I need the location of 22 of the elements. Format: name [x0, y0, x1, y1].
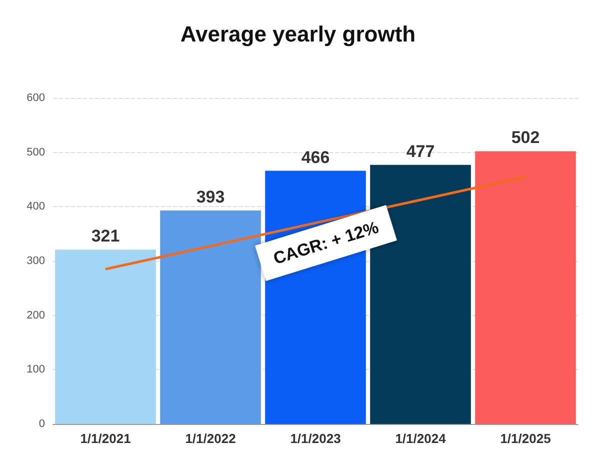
- y-tick-label: 0: [38, 418, 45, 430]
- y-tick-label: 400: [26, 200, 45, 213]
- x-tick-label: 1/1/2023: [290, 431, 341, 446]
- data-label: 393: [196, 187, 225, 206]
- annotation: CAGR: + 12%: [271, 218, 381, 268]
- bar: [475, 151, 576, 424]
- x-tick-label: 1/1/2021: [80, 431, 131, 446]
- y-tick-label: 300: [26, 255, 45, 267]
- data-label: 466: [301, 148, 330, 167]
- x-tick-label: 1/1/2024: [395, 431, 447, 446]
- chart-title: Average yearly growth: [180, 22, 416, 46]
- x-tick-label: 1/1/2025: [500, 431, 551, 446]
- bar: [55, 250, 156, 424]
- data-label: 477: [406, 142, 435, 161]
- y-tick-label: 100: [26, 364, 45, 376]
- data-label: 502: [511, 128, 540, 148]
- bar: [160, 210, 261, 424]
- x-tick-label: 1/1/2022: [185, 431, 236, 446]
- y-tick-label: 600: [26, 92, 45, 104]
- data-label: 321: [91, 226, 120, 246]
- y-tick-label: 200: [26, 309, 45, 322]
- y-tick-label: 500: [26, 146, 45, 158]
